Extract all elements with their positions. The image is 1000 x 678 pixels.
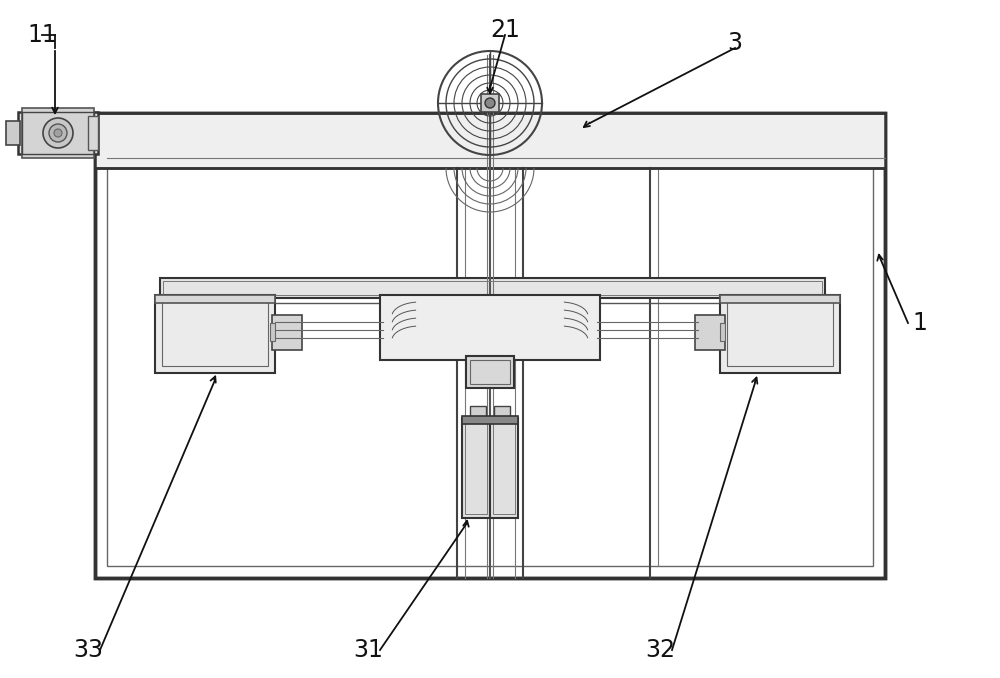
Bar [160, 278, 825, 298]
Bar [720, 295, 840, 303]
Bar [481, 94, 499, 112]
Circle shape [54, 129, 62, 137]
Bar [155, 295, 275, 373]
Bar [465, 422, 487, 514]
Bar [727, 302, 833, 366]
Text: 32: 32 [645, 638, 675, 662]
Bar [490, 418, 518, 518]
Bar [470, 406, 486, 422]
Bar [163, 281, 822, 295]
Bar [95, 113, 885, 578]
Circle shape [49, 124, 67, 142]
Bar [720, 323, 725, 341]
Bar [22, 108, 94, 158]
Bar [95, 113, 885, 578]
Bar [95, 113, 885, 168]
Bar [107, 125, 873, 566]
Bar [88, 116, 98, 150]
Bar [6, 121, 20, 145]
Bar [162, 302, 268, 366]
Bar [22, 112, 94, 154]
Text: 33: 33 [73, 638, 103, 662]
Text: 3: 3 [728, 31, 742, 55]
Bar [462, 418, 490, 518]
Bar [462, 416, 518, 424]
Text: 1: 1 [913, 311, 927, 335]
Circle shape [485, 98, 495, 108]
Bar [270, 323, 275, 341]
Bar [18, 112, 98, 154]
Bar [272, 315, 302, 350]
Bar [155, 295, 275, 303]
Text: 31: 31 [353, 638, 383, 662]
Bar [380, 295, 600, 360]
Bar [470, 360, 510, 384]
Bar [466, 356, 514, 388]
Text: 11: 11 [27, 23, 57, 47]
Bar [493, 422, 515, 514]
Text: 21: 21 [490, 18, 520, 42]
Bar [494, 406, 510, 422]
Circle shape [43, 118, 73, 148]
Bar [695, 315, 725, 350]
Bar [720, 295, 840, 373]
